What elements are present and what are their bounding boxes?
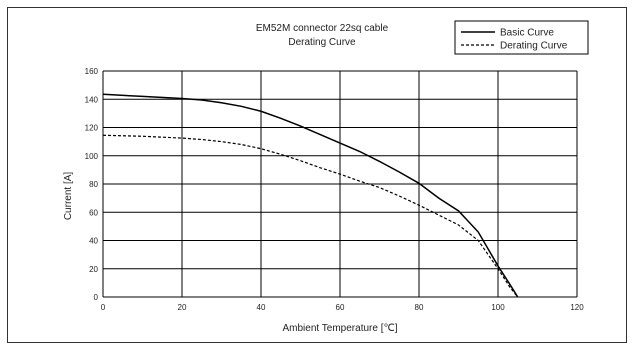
- legend-box: [454, 20, 589, 55]
- chart-subtitle: Derating Curve: [288, 37, 356, 48]
- x-tick-label: 80: [415, 303, 424, 312]
- series-line-derating-curve: [102, 134, 519, 298]
- x-tick-label: 0: [101, 303, 106, 312]
- y-tick-label: 120: [85, 124, 99, 133]
- y-tick-label: 100: [85, 152, 99, 161]
- chart-title: EM52M connector 22sq cable: [256, 23, 389, 34]
- y-tick-label: 140: [85, 95, 99, 104]
- y-tick-label: 0: [94, 293, 99, 302]
- series-line-basic-curve: [102, 93, 519, 298]
- y-tick-label: 80: [89, 180, 98, 189]
- y-axis-label: Current [A]: [63, 172, 74, 221]
- legend-label-derating: Derating Curve: [500, 41, 568, 52]
- x-tick-label: 40: [257, 303, 266, 312]
- x-tick-label: 100: [491, 303, 505, 312]
- x-tick-label: 120: [570, 303, 584, 312]
- y-tick-labels: 0 20 40 60 80 100 120 140 160: [85, 67, 99, 302]
- chart-frame: [7, 7, 627, 343]
- legend: Basic Curve Derating Curve: [454, 20, 589, 55]
- grid: [102, 70, 578, 298]
- x-axis-label: Ambient Temperature [℃]: [283, 323, 398, 334]
- x-tick-labels: 0 20 40 60 80 100 120: [101, 303, 584, 312]
- series-lines: [102, 93, 519, 298]
- legend-label-basic: Basic Curve: [500, 28, 554, 39]
- x-tick-label: 60: [336, 303, 345, 312]
- y-tick-label: 160: [85, 67, 99, 76]
- x-tick-label: 20: [178, 303, 187, 312]
- y-tick-label: 60: [89, 208, 98, 217]
- y-tick-label: 20: [89, 265, 98, 274]
- y-tick-label: 40: [89, 237, 98, 246]
